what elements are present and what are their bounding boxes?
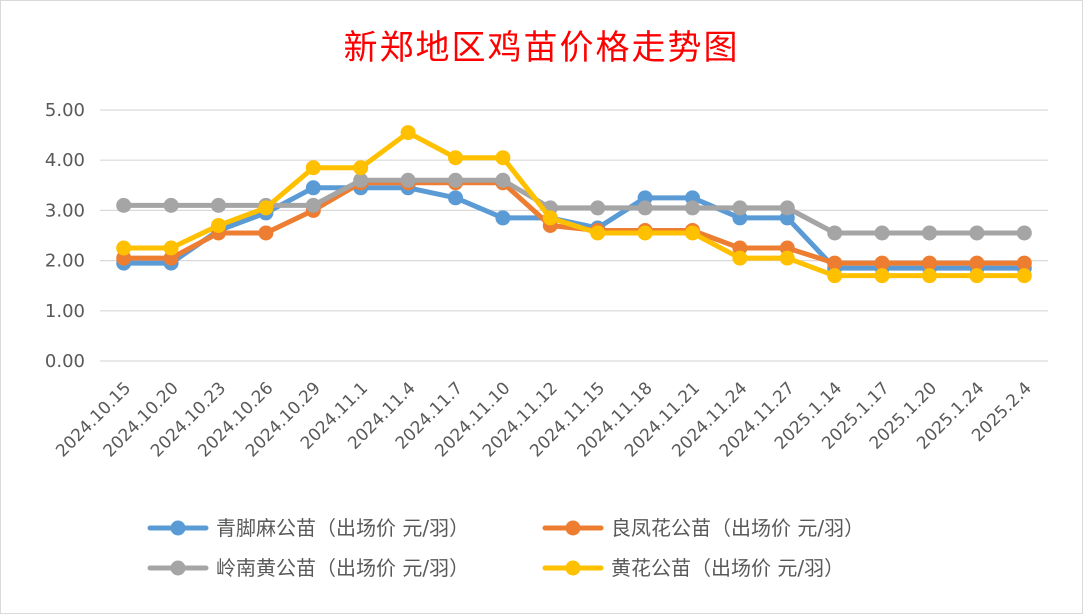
series-line [121, 130, 1027, 279]
legend-marker [565, 560, 581, 576]
data-point [448, 172, 463, 188]
legend-marker [170, 520, 186, 536]
data-point [969, 255, 985, 271]
data-point [779, 250, 795, 266]
data-point [922, 255, 937, 271]
data-point [542, 210, 558, 226]
data-point [637, 225, 653, 241]
data-point [590, 200, 606, 216]
y-tick-label: 1.00 [45, 301, 85, 322]
data-point [495, 150, 511, 166]
y-axis-tick-labels: 0.00 1.00 2.00 3.00 4.00 5.00 [45, 100, 85, 372]
gridlines [100, 109, 1048, 362]
chart-title: 新郑地区鸡苗价格走势图 [343, 28, 740, 68]
data-point [448, 150, 463, 166]
data-point [685, 200, 700, 216]
y-tick-label: 3.00 [45, 200, 85, 221]
series-line [121, 177, 1027, 236]
data-point [969, 225, 985, 241]
data-point [258, 225, 274, 241]
data-point [922, 225, 937, 241]
data-point [874, 255, 890, 271]
data-point [163, 197, 179, 213]
data-point [827, 268, 843, 284]
y-tick-label: 2.00 [45, 251, 85, 272]
legend-label: 良凤花公苗（出场价 元/羽） [611, 516, 864, 540]
data-point [448, 190, 463, 206]
legend-label: 黄花公苗（出场价 元/羽） [611, 556, 844, 580]
data-point [590, 225, 606, 241]
legend-marker [170, 560, 186, 576]
data-point [874, 268, 890, 284]
data-point [400, 172, 416, 188]
data-point [685, 225, 700, 241]
data-point [305, 180, 321, 196]
data-point [779, 200, 795, 216]
data-point [211, 197, 226, 213]
legend-marker [565, 520, 581, 536]
y-tick-label: 5.00 [45, 100, 85, 121]
data-point [922, 268, 937, 284]
data-point [495, 210, 511, 226]
data-point [495, 172, 511, 188]
data-point [353, 160, 369, 176]
legend-label: 青脚麻公苗（出场价 元/羽） [216, 516, 469, 540]
data-point [1016, 255, 1032, 271]
x-axis-tick-labels: 2024.10.152024.10.202024.10.232024.10.26… [52, 378, 1036, 461]
data-point [1016, 268, 1032, 284]
legend-item: 良凤花公苗（出场价 元/羽） [542, 516, 864, 540]
data-point [637, 200, 653, 216]
data-point [258, 200, 274, 216]
series-lines [116, 125, 1032, 284]
data-point [1016, 225, 1032, 241]
legend-item: 岭南黄公苗（出场价 元/羽） [147, 556, 469, 580]
data-point [400, 125, 416, 141]
data-point [827, 225, 843, 241]
data-point [732, 200, 748, 216]
data-point [732, 250, 748, 266]
data-point [827, 255, 843, 271]
data-point [211, 217, 226, 233]
data-point [874, 225, 890, 241]
legend: 青脚麻公苗（出场价 元/羽） 良凤花公苗（出场价 元/羽） 岭南黄公苗（出场价 元/… [147, 516, 864, 580]
series-4 [116, 125, 1032, 284]
legend-label: 岭南黄公苗（出场价 元/羽） [216, 556, 469, 580]
data-point [116, 240, 132, 256]
data-point [305, 160, 321, 176]
data-point [163, 240, 179, 256]
legend-item: 青脚麻公苗（出场价 元/羽） [147, 516, 469, 540]
y-tick-label: 0.00 [45, 351, 85, 372]
data-point [969, 268, 985, 284]
y-tick-label: 4.00 [45, 150, 85, 171]
data-point [305, 197, 321, 213]
data-point [116, 197, 132, 213]
legend-item: 黄花公苗（出场价 元/羽） [542, 556, 844, 580]
data-point [353, 172, 369, 188]
